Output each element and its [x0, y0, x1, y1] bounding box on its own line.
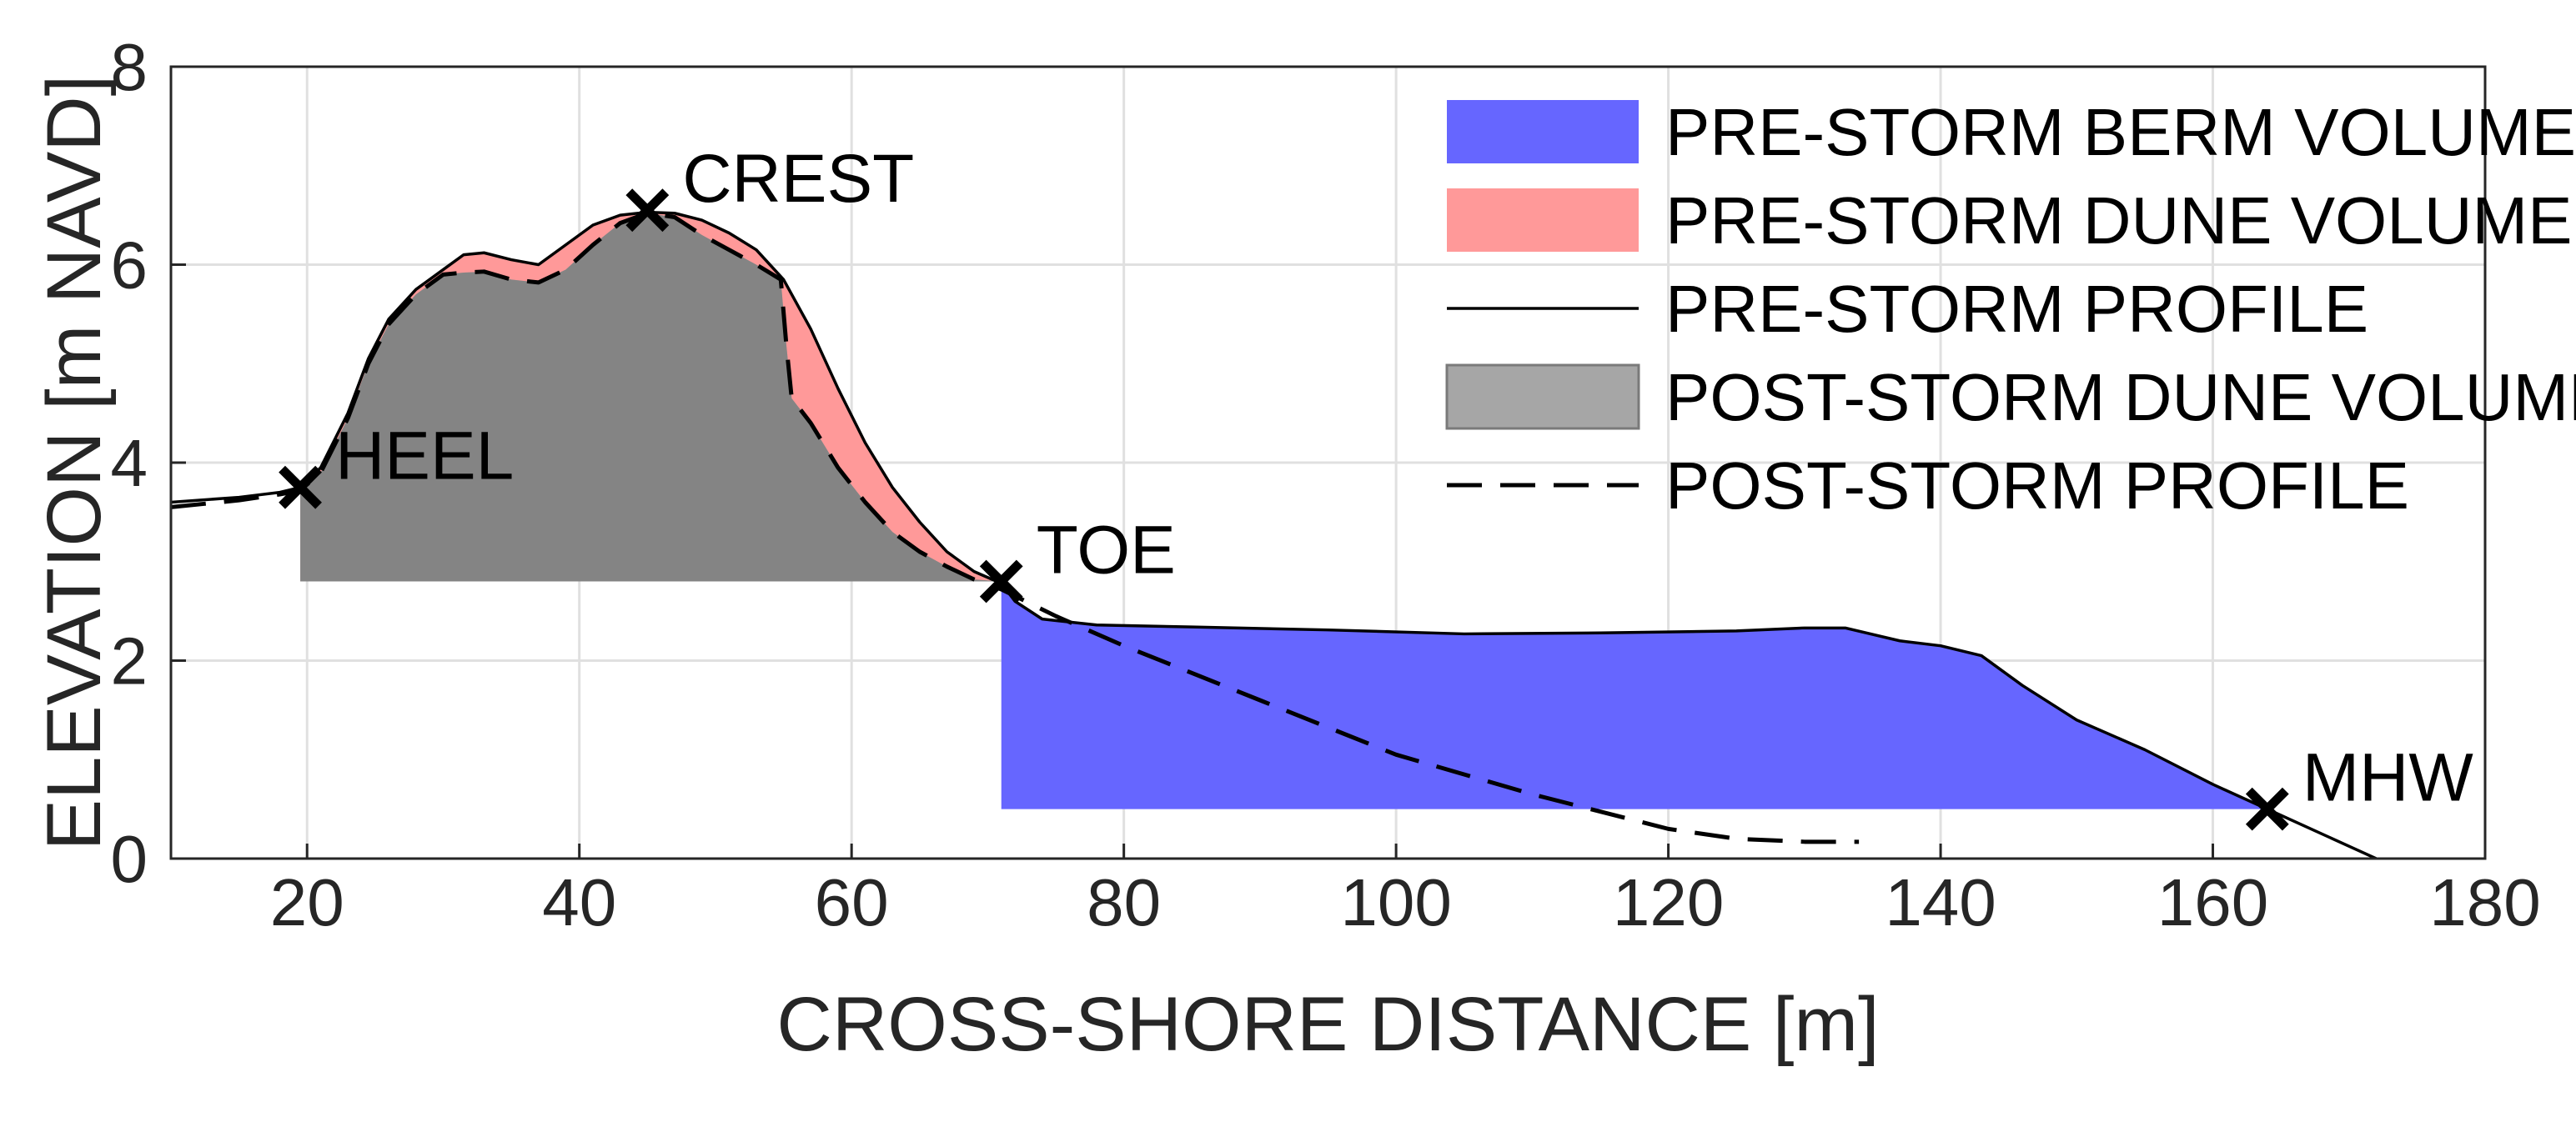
- annotation-markers: HEEL CREST TOE MHW: [279, 141, 2474, 831]
- x-tick-label: 180: [2429, 865, 2540, 939]
- legend: PRE-STORM BERM VOLUME PRE-STORM DUNE VOLU…: [1445, 95, 2576, 523]
- marker-crest: [625, 188, 670, 233]
- y-tick-label: 4: [111, 426, 148, 500]
- pre-storm-profile-line: [171, 210, 2378, 859]
- annotation-mhw: MHW: [2302, 740, 2474, 816]
- dune-volume-overlap: [300, 213, 1002, 582]
- marker-mhw: [2245, 787, 2289, 831]
- x-axis-title: CROSS-SHORE DISTANCE [m]: [776, 982, 1879, 1067]
- x-tick-label: 40: [542, 865, 616, 939]
- fill-areas: [300, 212, 2267, 809]
- x-tick-label: 80: [1087, 865, 1161, 939]
- annotation-toe: TOE: [1037, 513, 1176, 589]
- x-tick-label: 160: [2157, 865, 2268, 939]
- legend-pre-storm-berm-volume-swatch: [1447, 100, 1639, 163]
- legend-pre-storm-berm-volume-label: PRE-STORM BERM VOLUME: [1665, 95, 2576, 169]
- legend-pre-storm-dune-volume-swatch: [1447, 188, 1639, 252]
- x-tick-label: 120: [1613, 865, 1724, 939]
- legend-post-storm-dune-volume-label: POST-STORM DUNE VOLUME: [1665, 360, 2576, 434]
- y-axis-title: ELEVATION [m NAVD]: [32, 75, 117, 850]
- legend-post-storm-dune-volume-swatch: [1445, 363, 1640, 430]
- pre-storm-berm-volume: [1001, 583, 2267, 809]
- legend-pre-storm-dune-volume-label: PRE-STORM DUNE VOLUME: [1665, 183, 2573, 258]
- marker-toe: [979, 559, 1023, 604]
- post-storm-profile-line: [171, 211, 1860, 844]
- x-tick-label: 140: [1885, 865, 1996, 939]
- marker-heel: [279, 465, 322, 509]
- x-tick-label: 20: [270, 865, 344, 939]
- annotation-heel: HEEL: [335, 418, 514, 494]
- x-tick-label: 60: [815, 865, 889, 939]
- y-tick-label: 0: [111, 822, 148, 896]
- legend-post-storm-profile-label: POST-STORM PROFILE: [1665, 448, 2409, 523]
- x-tick-label: 100: [1340, 865, 1451, 939]
- y-tick-label: 8: [111, 30, 148, 104]
- axis-ticks: 20 40 60 80 100 120 140 160 180 0 2 4 6 8: [111, 30, 2541, 939]
- annotation-crest: CREST: [682, 141, 914, 217]
- y-tick-label: 6: [111, 228, 148, 303]
- profile-lines: [171, 210, 2378, 859]
- y-tick-label: 2: [111, 624, 148, 699]
- legend-pre-storm-profile-label: PRE-STORM PROFILE: [1665, 272, 2368, 346]
